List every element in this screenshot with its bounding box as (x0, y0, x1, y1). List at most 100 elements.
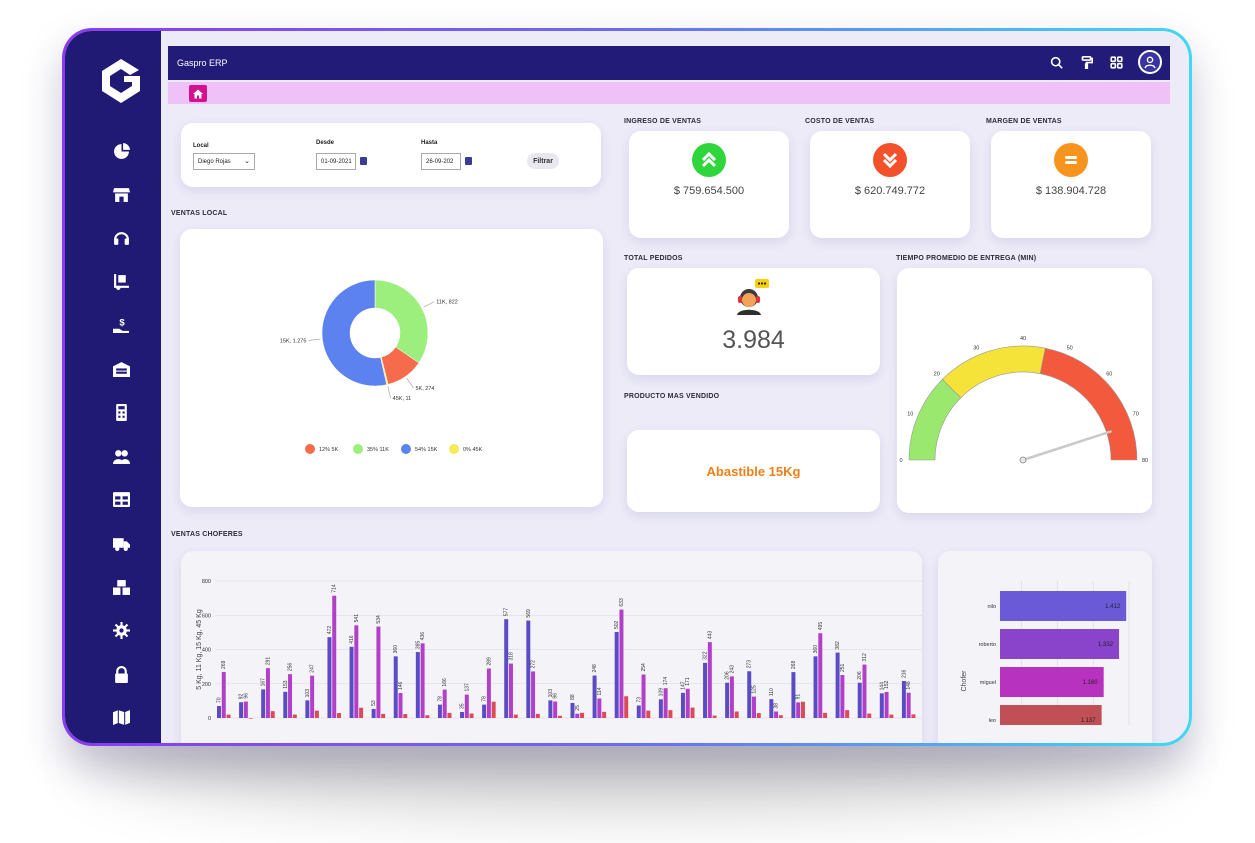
desde-input[interactable]: 01-09-2021 (316, 153, 356, 170)
bar-mark (548, 700, 553, 718)
bar-data-label: 103 (548, 689, 554, 698)
bar-data-label: 53 (371, 700, 377, 706)
bar-mark (862, 664, 867, 718)
bar-data-label: 382 (835, 641, 841, 650)
store-icon[interactable] (101, 181, 141, 209)
lock-icon[interactable] (101, 660, 141, 688)
legend-label: 12% 5K (319, 447, 339, 453)
bar-mark (482, 704, 487, 718)
bar-mark (283, 691, 288, 718)
bar-data-label: 243 (729, 665, 735, 674)
bar-mark (371, 708, 376, 718)
paint-roller-icon[interactable] (1078, 54, 1094, 70)
bar-mark (292, 714, 297, 718)
hasta-input[interactable]: 26-09-202 (421, 153, 461, 170)
bar-data-label: 167 (261, 678, 267, 687)
pie-leader-line (406, 377, 414, 389)
double-chevron-down-icon (873, 143, 907, 177)
choferes-ranking-card: Chofer nilo 1.412 roberto 1.332 miguel 1.160 le… (938, 551, 1152, 743)
bar-mark (840, 675, 845, 718)
headset-icon[interactable] (101, 224, 141, 252)
ingreso-value: $ 759.654.500 (673, 185, 745, 197)
bar-mark (217, 706, 221, 718)
bar-mark (442, 689, 447, 718)
calculator-icon[interactable] (101, 399, 141, 427)
bar-mark (756, 713, 761, 718)
hbar-category-label: leo (989, 718, 996, 724)
warehouse-icon[interactable] (101, 355, 141, 383)
bar-data-label: 92 (239, 693, 245, 699)
local-select[interactable]: Diego Rojas ⌄ (193, 153, 255, 170)
calendar-icon[interactable] (465, 157, 472, 165)
app-title: Gaspro ERP (177, 58, 228, 68)
margen-value: $ 138.904.728 (1035, 185, 1107, 197)
bar-mark (415, 652, 420, 718)
svg-text:$: $ (119, 317, 125, 328)
gauge-tick-label: 40 (1020, 336, 1026, 342)
users-icon[interactable] (101, 442, 141, 470)
bar-ytick-label: 200 (202, 682, 211, 688)
bar-mark (248, 718, 253, 719)
bar-mark (349, 646, 354, 718)
local-label: Local (193, 143, 209, 149)
bar-mark (624, 696, 629, 718)
bar-mark (508, 663, 513, 718)
bar-data-label: 147 (680, 681, 686, 690)
bar-data-label: 73 (636, 697, 642, 703)
bar-data-label: 502 (614, 620, 620, 629)
bar-data-label: 569 (526, 609, 532, 618)
bar-data-label: 152 (884, 680, 890, 689)
table-icon[interactable] (101, 486, 141, 514)
calendar-icon[interactable] (360, 157, 367, 165)
bar-mark (535, 713, 540, 718)
bar-data-label: 78 (482, 696, 488, 702)
map-icon[interactable] (101, 704, 141, 732)
chevron-down-icon: ⌄ (244, 158, 250, 165)
bar-mark (884, 691, 889, 718)
bar-data-label: 256 (288, 663, 294, 672)
bar-mark (354, 625, 359, 718)
bar-data-label: 633 (619, 598, 625, 607)
bar-data-label: 25 (575, 705, 581, 711)
pie-slice-label: 11K, 822 (436, 300, 458, 306)
bar-mark (791, 672, 796, 718)
user-avatar[interactable] (1138, 50, 1162, 74)
bar-data-label: 247 (310, 664, 316, 673)
bar-mark (778, 715, 783, 718)
bar-mark (614, 632, 619, 718)
pie-slice-11K (374, 279, 429, 364)
bar-data-label: 360 (393, 645, 399, 654)
pie-chart-icon[interactable] (101, 137, 141, 165)
bar-mark (575, 713, 580, 718)
boxes-icon[interactable] (101, 573, 141, 601)
filter-button[interactable]: Filtrar (527, 153, 559, 169)
bar-data-label: 248 (592, 664, 598, 673)
dolly-icon[interactable] (101, 268, 141, 296)
gauge-pivot (1019, 456, 1027, 464)
bar-mark (359, 707, 364, 718)
bar-mark (420, 643, 425, 718)
search-icon[interactable] (1048, 54, 1064, 70)
truck-icon[interactable] (101, 529, 141, 557)
home-icon[interactable] (189, 85, 207, 102)
hbar-category-label: roberto (979, 642, 996, 648)
grid-icon[interactable] (1108, 54, 1124, 70)
gauge-band (908, 378, 962, 461)
hbar-data-label: 1.160 (1083, 680, 1099, 686)
bar-mark (668, 710, 673, 718)
hbar-data-label: 1.137 (1081, 718, 1097, 724)
bar-mark (734, 711, 739, 718)
bar-mark (729, 676, 734, 718)
bar-mark (265, 668, 270, 718)
bar-data-label: 125 (752, 685, 758, 694)
ventas-choferes-chart: 0 200 400 600 800 5 Kg, 11 Kg, 15 Kg, 45 Kg 70… (196, 579, 922, 722)
bar-mark (381, 713, 386, 718)
costo-value: $ 620.749.772 (854, 185, 926, 197)
gauge-tick-label: 20 (934, 372, 940, 378)
producto-card: Abastible 15Kg (627, 430, 880, 512)
hand-dollar-icon[interactable]: $ (101, 311, 141, 339)
bar-mark (901, 681, 906, 718)
gear-icon[interactable] (101, 617, 141, 645)
bar-data-label: 385 (415, 641, 421, 650)
bar-data-label: 318 (508, 652, 514, 661)
